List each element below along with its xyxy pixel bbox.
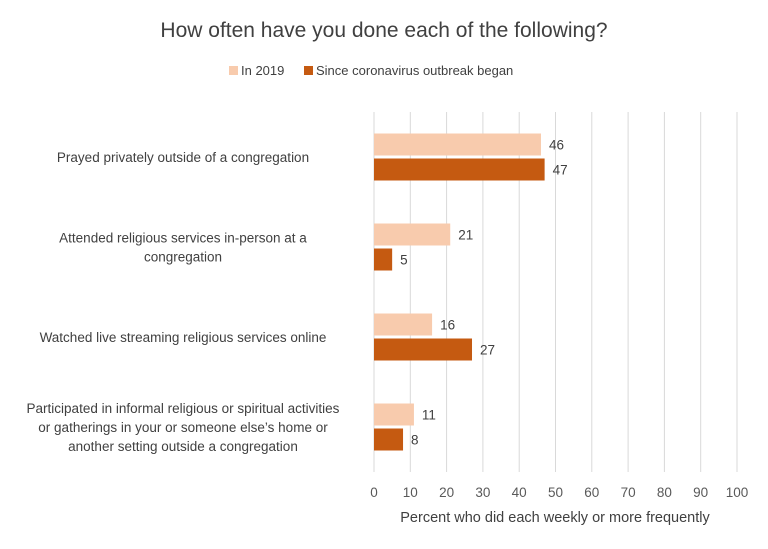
bar-since-coronavirus-outbreak-began-0: [374, 158, 545, 181]
x-tick-label-40: 40: [512, 485, 527, 500]
value-label-since-coronavirus-outbreak-began-2: 27: [480, 343, 495, 358]
x-tick-label-50: 50: [548, 485, 563, 500]
category-label-0-line-0: Prayed privately outside of a congregati…: [57, 150, 309, 165]
x-tick-label-60: 60: [584, 485, 599, 500]
category-label-0: Prayed privately outside of a congregati…: [57, 150, 309, 165]
category-label-3-line-0: Participated in informal religious or sp…: [27, 401, 340, 416]
bar-since-coronavirus-outbreak-began-3: [374, 428, 404, 451]
bar-in-2019-3: [374, 403, 414, 426]
category-label-3-line-2: another setting outside a congregation: [68, 439, 298, 454]
value-label-since-coronavirus-outbreak-began-0: 47: [553, 163, 568, 178]
category-label-1: Attended religious services in-person at…: [59, 231, 307, 265]
category-labels: Prayed privately outside of a congregati…: [27, 150, 340, 454]
category-label-2-line-0: Watched live streaming religious service…: [40, 330, 327, 345]
bar-in-2019-0: [374, 133, 541, 156]
x-tick-label-80: 80: [657, 485, 672, 500]
bar-since-coronavirus-outbreak-began-1: [374, 248, 393, 271]
legend: In 2019 Since coronavirus outbreak began: [229, 63, 513, 78]
x-tick-label-100: 100: [726, 485, 749, 500]
bar-in-2019-1: [374, 223, 451, 246]
bar-in-2019-2: [374, 313, 433, 336]
x-tick-label-10: 10: [403, 485, 418, 500]
value-label-in-2019-3: 11: [422, 408, 436, 423]
legend-swatch-since-coronavirus: [304, 66, 313, 75]
value-label-in-2019-0: 46: [549, 138, 564, 153]
chart-title: How often have you done each of the foll…: [160, 19, 607, 42]
x-tick-label-0: 0: [370, 485, 378, 500]
x-tick-label-30: 30: [475, 485, 490, 500]
x-tick-labels: 0 10 20 30 40 50 60 70 80 90 100: [370, 485, 748, 500]
bar-since-coronavirus-outbreak-began-2: [374, 338, 473, 361]
value-label-in-2019-2: 16: [440, 318, 455, 333]
value-label-since-coronavirus-outbreak-began-1: 5: [400, 253, 408, 268]
value-label-since-coronavirus-outbreak-began-3: 8: [411, 433, 419, 448]
x-tick-label-90: 90: [693, 485, 708, 500]
category-label-1-line-0: Attended religious services in-person at…: [59, 231, 307, 246]
category-label-3: Participated in informal religious or sp…: [27, 401, 340, 454]
value-label-in-2019-1: 21: [458, 228, 473, 243]
value-labels: 46 47 21 5 16 27 118: [400, 138, 567, 448]
category-label-3-line-1: or gatherings in your or someone else’s …: [38, 420, 328, 435]
legend-label-in-2019: In 2019: [241, 63, 284, 78]
x-tick-label-20: 20: [439, 485, 454, 500]
x-tick-label-70: 70: [621, 485, 636, 500]
category-label-2: Watched live streaming religious service…: [40, 330, 327, 345]
legend-label-since-coronavirus: Since coronavirus outbreak began: [316, 63, 513, 78]
bars: [374, 133, 545, 451]
legend-swatch-in-2019: [229, 66, 238, 75]
category-label-1-line-1: congregation: [144, 250, 222, 265]
x-axis-title: Percent who did each weekly or more freq…: [400, 510, 710, 526]
